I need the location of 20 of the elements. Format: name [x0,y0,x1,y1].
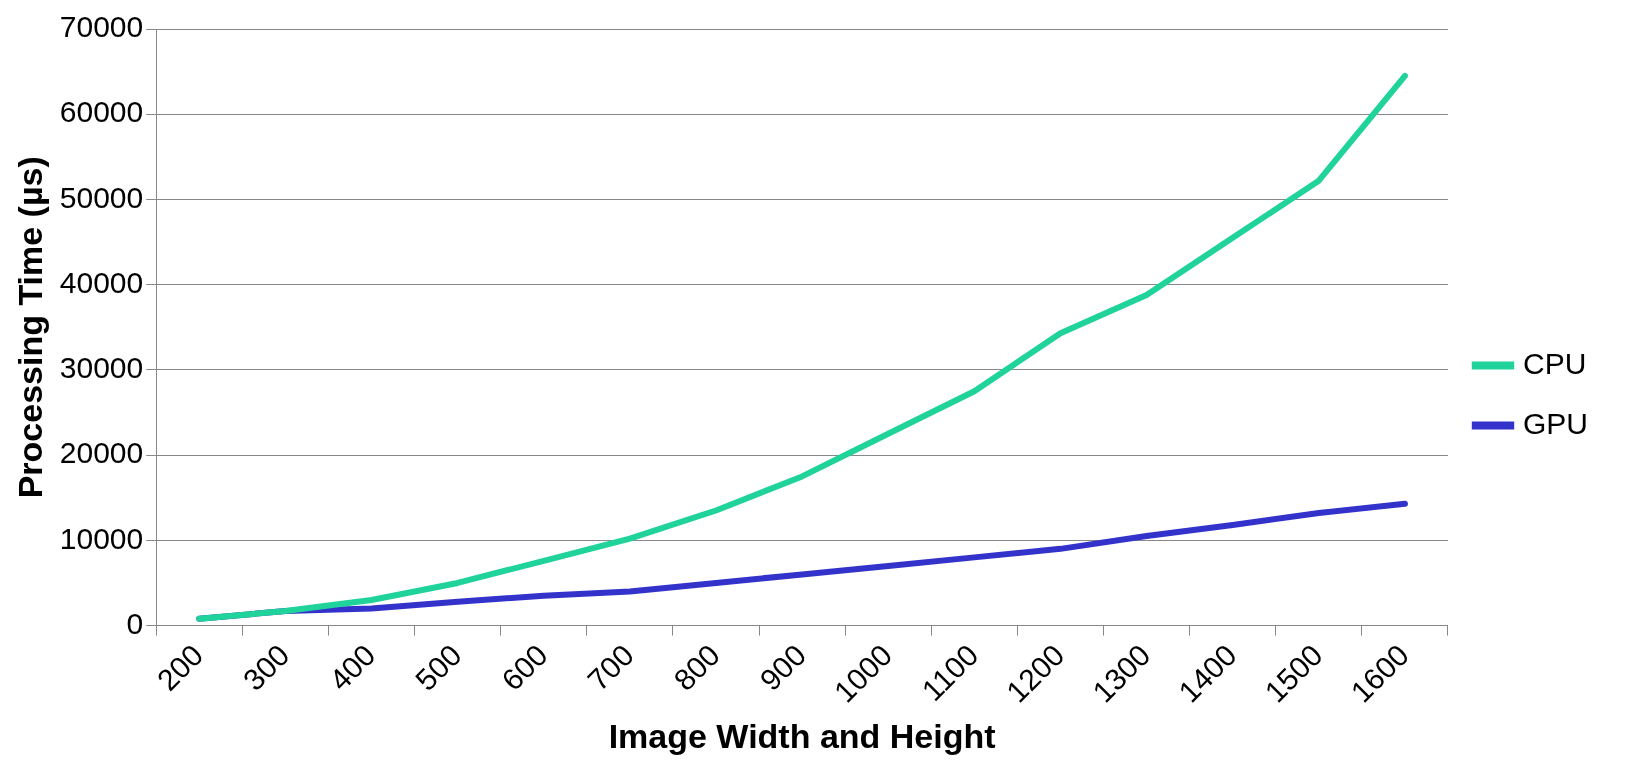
y-tick-label: 0 [126,606,144,640]
x-tick-label: 200 [150,638,210,697]
y-tick-label: 70000 [59,10,144,44]
y-tick-label: 40000 [59,265,144,299]
x-axis-title: Image Width and Height [608,716,996,755]
y-tick-label: 60000 [59,95,144,129]
x-tick-label: 400 [322,638,382,697]
y-tick-label: 30000 [59,351,144,385]
legend-label: GPU [1522,406,1589,440]
x-tick-label: 900 [753,638,813,697]
y-tick-label: 20000 [59,436,144,470]
x-tick-label: 500 [408,638,468,697]
y-axis-title: Processing Time (µs) [10,156,49,499]
legend-label: CPU [1522,346,1587,380]
y-tick-label: 10000 [59,521,144,555]
x-tick-label: 600 [495,638,554,697]
x-tick-label: 800 [667,638,727,697]
x-tick-label: 700 [581,638,640,697]
y-tick-label: 50000 [59,180,144,214]
x-tick-label: 300 [236,638,296,697]
